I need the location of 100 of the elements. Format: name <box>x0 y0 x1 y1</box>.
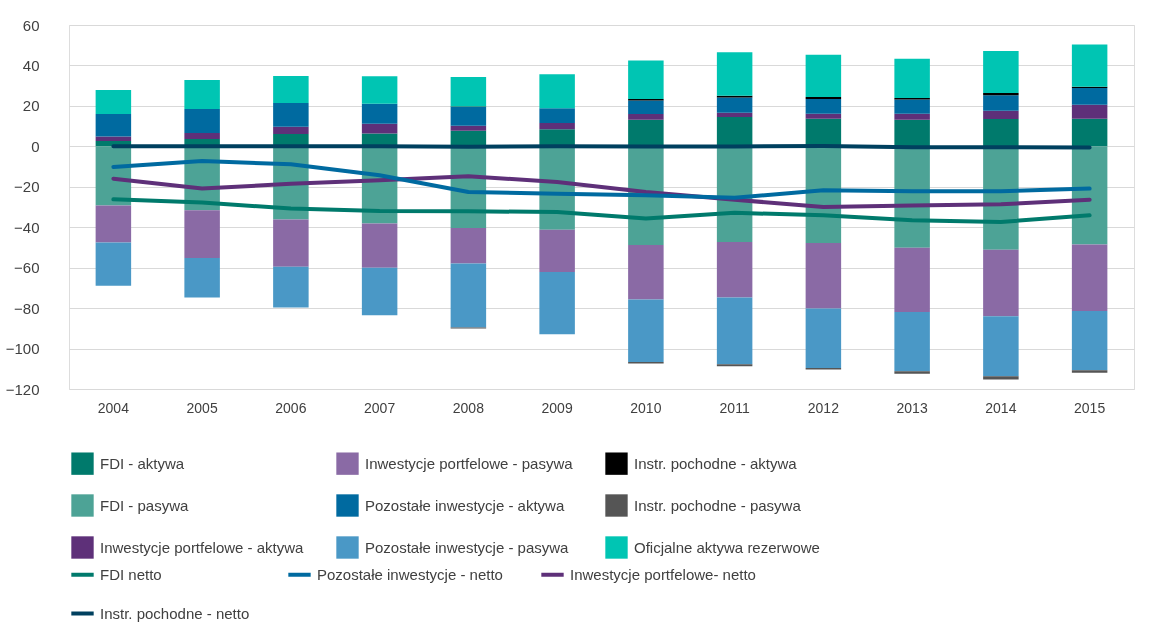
x-tick-label: 2015 <box>1074 399 1106 416</box>
bar <box>1071 370 1108 373</box>
bar <box>983 316 1019 377</box>
y-tick-label: −40 <box>14 218 40 236</box>
legend-label: Inwestycje portfelowe- netto <box>570 565 756 583</box>
bar <box>273 75 309 104</box>
y-tick-label: −20 <box>14 178 40 196</box>
x-tick-label: 2010 <box>630 399 662 416</box>
bar <box>716 241 753 298</box>
legend-label: Instr. pochodne - netto <box>100 604 250 622</box>
y-tick-label: 60 <box>22 16 40 34</box>
legend-label: Instr. pochodne - aktywa <box>634 454 798 472</box>
x-tick-label: 2005 <box>186 399 218 416</box>
bar <box>184 210 220 258</box>
bar <box>1071 104 1108 119</box>
bar <box>983 110 1019 120</box>
bar <box>894 311 930 372</box>
bar <box>716 297 753 365</box>
bar <box>361 76 398 104</box>
x-tick-label: 2006 <box>275 399 307 416</box>
bar <box>716 112 753 118</box>
bar <box>1071 88 1108 105</box>
x-tick-label: 2013 <box>896 399 928 416</box>
y-tick-label: −80 <box>14 299 40 317</box>
legend-label: FDI netto <box>100 565 162 583</box>
line-series <box>111 197 1092 224</box>
y-tick-label: 20 <box>22 97 40 115</box>
x-tick-label: 2007 <box>364 399 396 416</box>
bar <box>983 376 1019 380</box>
bar <box>184 108 220 133</box>
bar <box>361 223 398 268</box>
bar <box>628 113 664 120</box>
bar <box>716 117 753 147</box>
bar <box>805 243 842 309</box>
bar <box>95 113 132 137</box>
bar <box>95 242 132 286</box>
bar <box>539 229 575 272</box>
bar <box>628 100 664 114</box>
bar <box>628 299 664 362</box>
bar <box>805 99 842 114</box>
y-tick-label: 40 <box>22 56 40 74</box>
bar <box>983 51 1019 93</box>
x-tick-label: 2004 <box>97 399 130 416</box>
legend-label: Pozostałe inwestycje - netto <box>317 565 503 583</box>
bar <box>273 103 309 127</box>
bar <box>184 257 220 298</box>
bar <box>95 136 132 142</box>
bar <box>95 205 132 243</box>
bar <box>716 52 753 96</box>
bar <box>805 54 842 97</box>
x-tick-label: 2009 <box>541 399 573 416</box>
bar <box>450 125 487 131</box>
bar <box>361 103 398 124</box>
bar <box>805 308 842 368</box>
bar <box>805 96 842 100</box>
bar <box>716 97 753 113</box>
bar <box>539 74 575 109</box>
y-tick-label: 0 <box>31 137 40 155</box>
line-series <box>111 158 1092 200</box>
bar <box>539 271 575 335</box>
bar <box>184 132 220 140</box>
legend-label: Pozostałe inwestycje - pasywa <box>365 538 570 556</box>
legend-label: Inwestycje portfelowe - aktywa <box>100 538 305 556</box>
x-tick-label: 2014 <box>985 399 1017 416</box>
bar <box>539 123 575 130</box>
bar <box>450 263 487 328</box>
bar <box>983 119 1019 147</box>
bar <box>450 107 487 126</box>
bar <box>1071 118 1108 147</box>
bar <box>184 80 220 109</box>
bar <box>983 95 1019 111</box>
legend-label: FDI - pasywa <box>100 496 190 514</box>
line-series <box>111 174 1092 209</box>
y-tick-label: −100 <box>5 340 40 358</box>
legend-label: Inwestycje portfelowe - pasywa <box>365 454 574 472</box>
bar <box>361 123 398 134</box>
bar <box>805 113 842 119</box>
bar <box>450 228 487 264</box>
bar <box>894 371 930 374</box>
x-tick-label: 2012 <box>807 399 840 416</box>
y-tick-label: −120 <box>5 380 40 398</box>
bar <box>273 266 309 308</box>
bar <box>273 126 309 134</box>
bar <box>628 60 664 100</box>
bar <box>95 90 132 114</box>
bar <box>894 119 930 147</box>
x-tick-label: 2008 <box>452 399 485 416</box>
bar <box>983 249 1019 317</box>
bar <box>628 119 664 147</box>
bar <box>1071 44 1108 87</box>
y-tick-label: −60 <box>14 259 40 277</box>
bar <box>273 219 309 267</box>
bar <box>450 76 487 107</box>
legend-label: Oficjalne aktywa rezerwowe <box>634 538 820 556</box>
legend-label: Instr. pochodne - pasywa <box>634 496 802 514</box>
bar <box>716 364 753 367</box>
bar <box>894 58 930 98</box>
bar <box>894 247 930 312</box>
bar <box>894 99 930 114</box>
bar <box>361 267 398 316</box>
